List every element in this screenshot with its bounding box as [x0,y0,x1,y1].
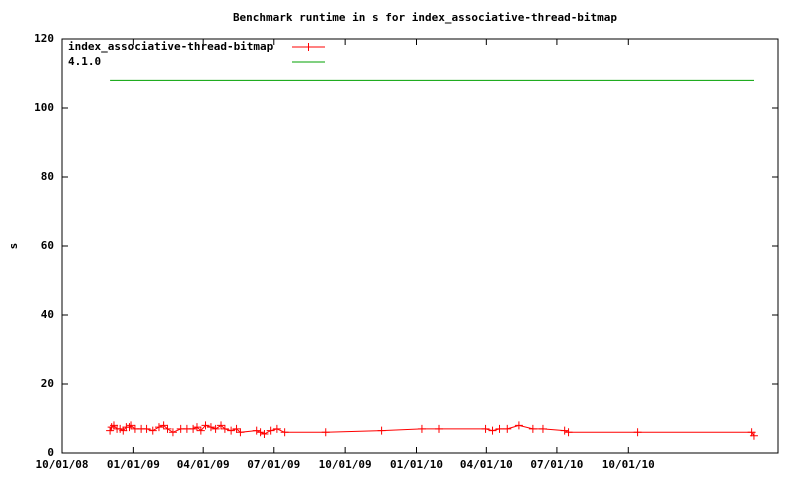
y-tick-label: 120 [34,32,54,45]
point-marker [125,423,134,432]
point-marker [206,423,215,432]
point-marker [252,426,261,435]
point-marker [260,430,269,439]
point-marker [256,428,265,437]
plot-frame [61,38,779,454]
y-tick-label: 100 [34,101,54,114]
point-marker [503,424,512,433]
x-tick-label: 10/01/09 [319,458,372,471]
point-marker [227,426,236,435]
point-marker [127,421,136,430]
point-marker [196,426,205,435]
point-marker [232,424,241,433]
point-marker [159,421,168,430]
point-marker [201,421,210,430]
point-marker [749,431,758,440]
x-tick-label: 10/01/10 [602,458,655,471]
point-marker [142,424,151,433]
point-marker [168,428,177,437]
point-marker [377,426,386,435]
point-marker [189,424,198,433]
point-marker [272,424,281,433]
point-marker [236,428,245,437]
point-marker [481,424,490,433]
x-tick-label: 04/01/09 [177,458,230,471]
y-tick-label: 0 [47,446,54,459]
point-marker [538,424,547,433]
point-marker [192,423,201,432]
x-tick-label: 07/01/09 [247,458,300,471]
point-marker [417,424,426,433]
legend-marker [304,43,313,51]
x-tick-label: 07/01/10 [530,458,583,471]
point-marker [495,424,504,433]
point-marker [321,428,330,437]
point-marker [528,424,537,433]
series-line [109,424,755,437]
y-tick-label: 20 [41,377,54,390]
y-axis-label: s [7,243,20,250]
x-tick-label: 10/01/08 [36,458,89,471]
point-marker [488,426,497,435]
y-tick-label: 40 [41,308,54,321]
chart-title: Benchmark runtime in s for index_associa… [233,11,617,24]
point-marker [220,424,229,433]
point-marker [148,426,157,435]
point-marker [280,428,289,437]
point-marker [106,426,115,435]
point-marker [217,421,226,430]
point-marker [163,424,172,433]
point-marker [564,428,573,437]
point-marker [154,423,163,432]
point-marker [266,426,275,435]
point-marker [211,424,220,433]
x-tick-label: 01/01/09 [107,458,160,471]
legend-label: 4.1.0 [68,55,101,68]
y-tick-label: 60 [41,239,54,252]
y-tick-label: 80 [41,170,54,183]
point-marker [435,424,444,433]
point-marker [514,421,523,430]
legend-label: index_associative-thread-bitmap [68,40,274,53]
point-marker [560,426,569,435]
point-marker [633,428,642,437]
x-tick-label: 04/01/10 [460,458,513,471]
x-tick-label: 01/01/10 [390,458,443,471]
